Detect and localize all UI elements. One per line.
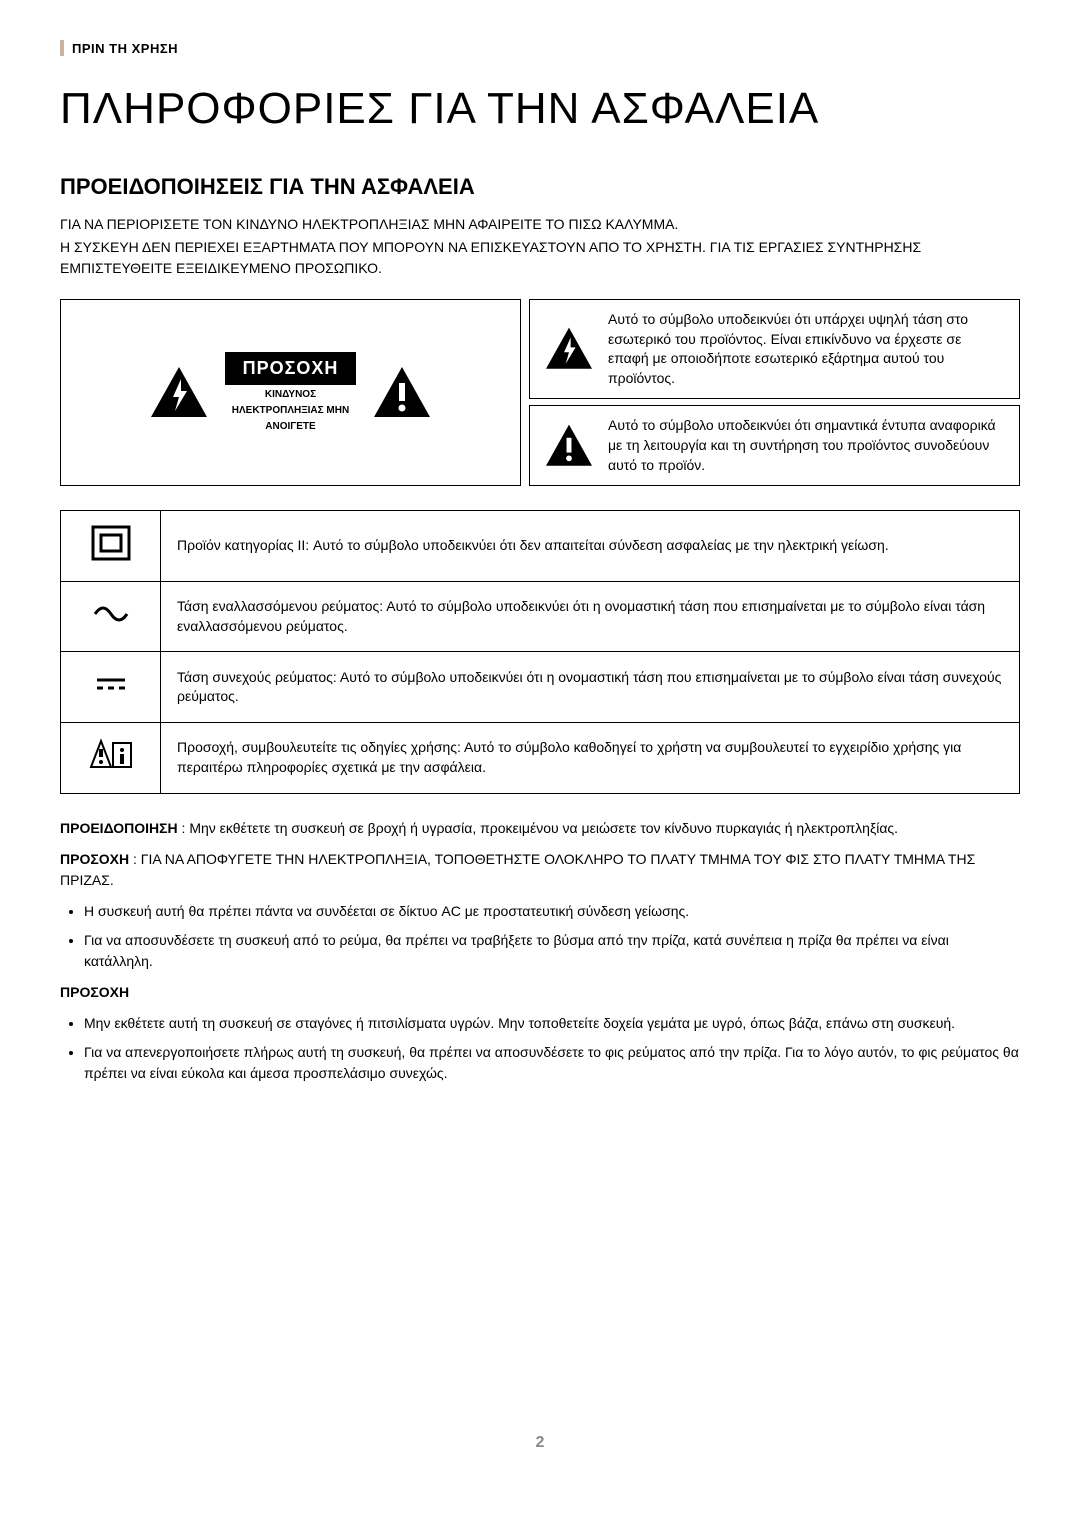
list-item: Μην εκθέτετε αυτή τη συσκευή σε σταγόνες… (84, 1013, 1020, 1034)
ac-icon-cell (61, 581, 161, 652)
dc-icon-cell (61, 652, 161, 723)
warning-row-shock: Αυτό το σύμβολο υποδεικνύει ότι υπάρχει … (529, 299, 1020, 399)
ac-description: Τάση εναλλασσόμενου ρεύματος: Αυτό το σύ… (161, 581, 1020, 652)
header-section: ΠΡΙΝ ΤΗ ΧΡΗΣΗ (60, 40, 1020, 56)
symbols-table: Προϊόν κατηγορίας II: Αυτό το σύμβολο υπ… (60, 510, 1020, 793)
ac-icon (89, 596, 133, 632)
caution-sub1: ΚΙΝΔΥΝΟΣ (225, 388, 357, 401)
intro-line-1: ΓΙΑ ΝΑ ΠΕΡΙΟΡΙΣΕΤΕ ΤΟΝ ΚΙΝΔΥΝΟ ΗΛΕΚΤΡΟΠΛ… (60, 214, 1020, 235)
main-title: ΠΛΗΡΟΦΟΡΙΕΣ ΓΙΑ ΤΗΝ ΑΣΦΑΛΕΙΑ (60, 84, 1020, 134)
manual-description: Προσοχή, συμβουλευτείτε τις οδηγίες χρήσ… (161, 722, 1020, 793)
shock-icon (544, 326, 594, 372)
shock-icon (149, 365, 209, 421)
caution-label: ΠΡΟΣΟΧΗ (60, 851, 129, 867)
warning-text: : Μην εκθέτετε τη συσκευή σε βροχή ή υγρ… (178, 820, 898, 836)
manual-icon-cell (61, 722, 161, 793)
warning-row-exclaim: Αυτό το σύμβολο υποδεικνύει ότι σημαντικ… (529, 405, 1020, 486)
exclamation-icon (544, 423, 594, 469)
table-row: Τάση συνεχούς ρεύματος: Αυτό το σύμβολο … (61, 652, 1020, 723)
caution-paragraph: ΠΡΟΣΟΧΗ : ΓΙΑ ΝΑ ΑΠΟΦΥΓΕΤΕ ΤΗΝ ΗΛΕΚΤΡΟΠΛ… (60, 849, 1020, 891)
caution-title: ΠΡΟΣΟΧΗ (225, 352, 357, 385)
warning-paragraph: ΠΡΟΕΙΔΟΠΟΙΗΣΗ : Μην εκθέτετε τη συσκευή … (60, 818, 1020, 839)
list-item: Η συσκευή αυτή θα πρέπει πάντα να συνδέε… (84, 901, 1020, 922)
exclaim-description: Αυτό το σύμβολο υποδεικνύει ότι σημαντικ… (608, 416, 1005, 475)
exclamation-icon (372, 365, 432, 421)
table-row: Προσοχή, συμβουλευτείτε τις οδηγίες χρήσ… (61, 722, 1020, 793)
caution-sub2: ΗΛΕΚΤΡΟΠΛΗΞΙΑΣ ΜΗΝ (225, 404, 357, 417)
intro-line-2: Η ΣΥΣΚΕΥΗ ΔΕΝ ΠΕΡΙΕΧΕΙ ΕΞΑΡΤΗΜΑΤΑ ΠΟΥ ΜΠ… (60, 237, 1020, 279)
table-row: Προϊόν κατηγορίας II: Αυτό το σύμβολο υπ… (61, 511, 1020, 582)
page-number: 2 (60, 1434, 1020, 1452)
warning-label: ΠΡΟΕΙΔΟΠΟΙΗΣΗ (60, 820, 178, 836)
caution2-label: ΠΡΟΣΟΧΗ (60, 982, 1020, 1003)
caution-label-box: ΠΡΟΣΟΧΗ ΚΙΝΔΥΝΟΣ ΗΛΕΚΤΡΟΠΛΗΞΙΑΣ ΜΗΝ ΑΝΟΙ… (225, 352, 357, 433)
dc-icon (89, 666, 133, 702)
class2-icon (89, 525, 133, 561)
bullet-list-2: Μην εκθέτετε αυτή τη συσκευή σε σταγόνες… (60, 1013, 1020, 1084)
warning-descriptions: Αυτό το σύμβολο υποδεικνύει ότι υπάρχει … (529, 299, 1020, 486)
caution-sub3: ΑΝΟΙΓΕΤΕ (225, 420, 357, 433)
shock-description: Αυτό το σύμβολο υποδεικνύει ότι υπάρχει … (608, 310, 1005, 388)
manual-icon (85, 737, 137, 773)
list-item: Για να απενεργοποιήσετε πλήρως αυτή τη σ… (84, 1042, 1020, 1084)
warning-panel: ΠΡΟΣΟΧΗ ΚΙΝΔΥΝΟΣ ΗΛΕΚΤΡΟΠΛΗΞΙΑΣ ΜΗΝ ΑΝΟΙ… (60, 299, 1020, 486)
dc-description: Τάση συνεχούς ρεύματος: Αυτό το σύμβολο … (161, 652, 1020, 723)
class2-description: Προϊόν κατηγορίας II: Αυτό το σύμβολο υπ… (161, 511, 1020, 582)
list-item: Για να αποσυνδέσετε τη συσκευή από το ρε… (84, 930, 1020, 972)
table-row: Τάση εναλλασσόμενου ρεύματος: Αυτό το σύ… (61, 581, 1020, 652)
header-accent (60, 40, 64, 56)
caution-text: : ΓΙΑ ΝΑ ΑΠΟΦΥΓΕΤΕ ΤΗΝ ΗΛΕΚΤΡΟΠΛΗΞΙΑ, ΤΟ… (60, 851, 975, 888)
class2-icon-cell (61, 511, 161, 582)
bullet-list-1: Η συσκευή αυτή θα πρέπει πάντα να συνδέε… (60, 901, 1020, 972)
section-title: ΠΡΟΕΙΔΟΠΟΙΗΣΕΙΣ ΓΙΑ ΤΗΝ ΑΣΦΑΛΕΙΑ (60, 174, 1020, 200)
caution-triangle-box: ΠΡΟΣΟΧΗ ΚΙΝΔΥΝΟΣ ΗΛΕΚΤΡΟΠΛΗΞΙΑΣ ΜΗΝ ΑΝΟΙ… (60, 299, 521, 486)
section-label: ΠΡΙΝ ΤΗ ΧΡΗΣΗ (72, 41, 178, 56)
